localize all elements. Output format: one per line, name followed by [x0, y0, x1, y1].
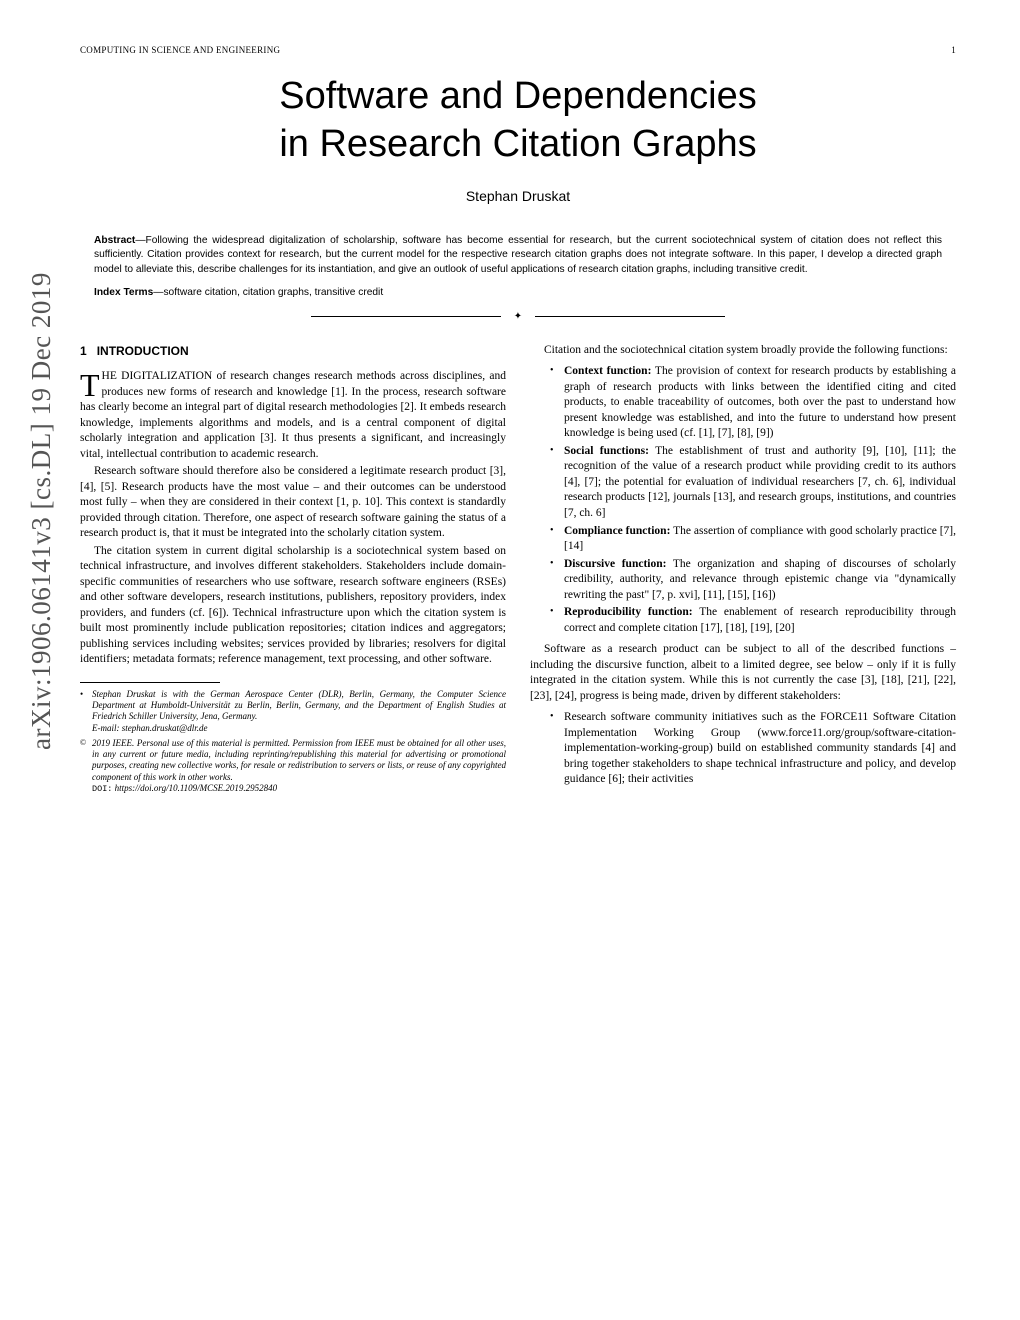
function-label: Social functions: [564, 445, 649, 457]
journal-name: COMPUTING IN SCIENCE AND ENGINEERING [80, 45, 280, 55]
function-label: Context function: [564, 365, 651, 377]
function-discursive: Discursive function: The organization an… [550, 557, 956, 604]
stakeholder-force11: Research software community initiatives … [550, 710, 956, 788]
footnotes: Stephan Druskat is with the German Aeros… [80, 689, 506, 795]
functions-list: Context function: The provision of conte… [550, 364, 956, 636]
dropcap: T [80, 369, 102, 399]
footnote-copyright: 2019 IEEE. Personal use of this material… [80, 738, 506, 795]
section-number: 1 [80, 344, 87, 358]
function-context: Context function: The provision of conte… [550, 364, 956, 442]
abstract-label: Abstract [94, 235, 135, 246]
author-name: Stephan Druskat [80, 188, 956, 204]
left-column: 1 INTRODUCTION THE DIGITALIZATION of rese… [80, 343, 506, 799]
dropcap-word: HE DIGITALIZATION [102, 370, 213, 382]
page-content: COMPUTING IN SCIENCE AND ENGINEERING 1 S… [0, 0, 1020, 838]
col2-intro: Citation and the sociotechnical citation… [530, 343, 956, 359]
footnote-1-text: Stephan Druskat is with the German Aeros… [92, 689, 506, 722]
function-social: Social functions: The establishment of t… [550, 444, 956, 522]
function-compliance: Compliance function: The assertion of co… [550, 524, 956, 555]
paragraph-2: Research software should therefore also … [80, 464, 506, 542]
section-heading: 1 INTRODUCTION [80, 343, 506, 359]
footnote-1-email: E-mail: stephan.druskat@dlr.de [92, 723, 208, 733]
index-terms-text: —software citation, citation graphs, tra… [153, 287, 383, 298]
title-line-2: in Research Citation Graphs [279, 123, 756, 165]
title-line-1: Software and Dependencies [279, 75, 756, 117]
footnote-rule [80, 682, 220, 683]
paragraph-3: The citation system in current digital s… [80, 544, 506, 668]
paper-title: Software and Dependencies in Research Ci… [80, 73, 956, 168]
stakeholders-list: Research software community initiatives … [550, 710, 956, 788]
section-title: INTRODUCTION [97, 344, 189, 358]
function-label: Discursive function: [564, 558, 666, 570]
footnote-2-text: 2019 IEEE. Personal use of this material… [92, 738, 506, 782]
footnote-affiliation: Stephan Druskat is with the German Aeros… [80, 689, 506, 734]
page-number: 1 [951, 45, 956, 55]
abstract: Abstract—Following the widespread digita… [94, 234, 942, 277]
abstract-text: —Following the widespread digitalization… [94, 235, 942, 275]
col2-para2: Software as a research product can be su… [530, 642, 956, 704]
right-column: Citation and the sociotechnical citation… [530, 343, 956, 799]
index-terms-label: Index Terms [94, 287, 153, 298]
two-column-layout: 1 INTRODUCTION THE DIGITALIZATION of rese… [80, 343, 956, 799]
function-reproducibility: Reproducibility function: The enablement… [550, 605, 956, 636]
function-label: Compliance function: [564, 525, 670, 537]
doi-url: https://doi.org/10.1109/MCSE.2019.295284… [115, 783, 278, 793]
section-divider: ✦ [80, 308, 956, 323]
diamond-icon: ✦ [514, 311, 522, 322]
function-label: Reproducibility function: [564, 606, 693, 618]
paragraph-1: THE DIGITALIZATION of research changes r… [80, 369, 506, 462]
doi-label: DOI: [92, 784, 112, 794]
page-header: COMPUTING IN SCIENCE AND ENGINEERING 1 [80, 45, 956, 55]
arxiv-label: arXiv:1906.06141v3 [cs.DL] 19 Dec 2019 [26, 272, 57, 750]
index-terms: Index Terms—software citation, citation … [94, 287, 942, 298]
para1-text: of research changes research methods acr… [80, 370, 506, 460]
